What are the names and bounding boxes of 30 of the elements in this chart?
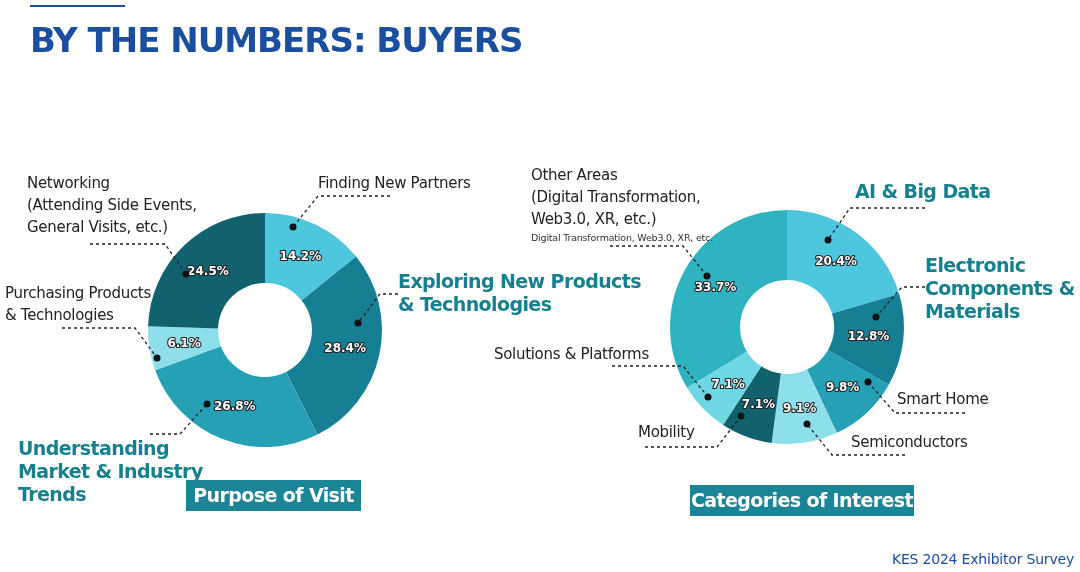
slice-label: Mobility [638,423,695,441]
data-label: 7.1% [741,397,776,412]
slice-label: Finding New Partners [318,174,471,192]
slice-label: Other Areas (Digital Transformation, Web3.0, XR, etc.) [531,166,701,228]
text: KES 2024 Exhibitor Survey [891,551,1074,567]
text: Digital Transformation, Web3.0, XR, etc. [531,232,713,243]
data-label: 20.4% [815,254,857,269]
slice-label: AI & Big Data [855,180,991,202]
donut-slice [265,213,357,301]
text: Categories of Interest [690,489,914,512]
text: BY THE NUMBERS: BUYERS [30,20,523,60]
data-label: 14.2% [279,249,322,264]
slice-label: Purchasing Products & Technologies [5,284,152,324]
data-label: 9.1% [782,401,817,416]
data-label: 33.7% [694,280,737,295]
donut-slice [787,210,900,314]
slice-label: Semiconductors [851,433,969,451]
slice-label: Networking (Attending Side Events, General Visits, etc.) [27,174,197,236]
data-label: 6.1% [167,336,201,351]
data-label: 7.1% [711,377,745,392]
data-label: 12.8% [847,329,890,344]
data-label: 28.4% [324,340,366,355]
slice-label: Smart Home [897,390,989,408]
data-label: 26.8% [213,399,256,414]
data-label: 24.5% [187,264,229,279]
slice-label: Solutions & Platforms [494,345,650,363]
slice-label: Electronic Components & Materials [925,254,1075,322]
slice-label: Exploring New Products & Technologies [398,270,642,315]
data-label: 9.8% [826,380,860,395]
text: Purpose of Visit [193,484,355,507]
